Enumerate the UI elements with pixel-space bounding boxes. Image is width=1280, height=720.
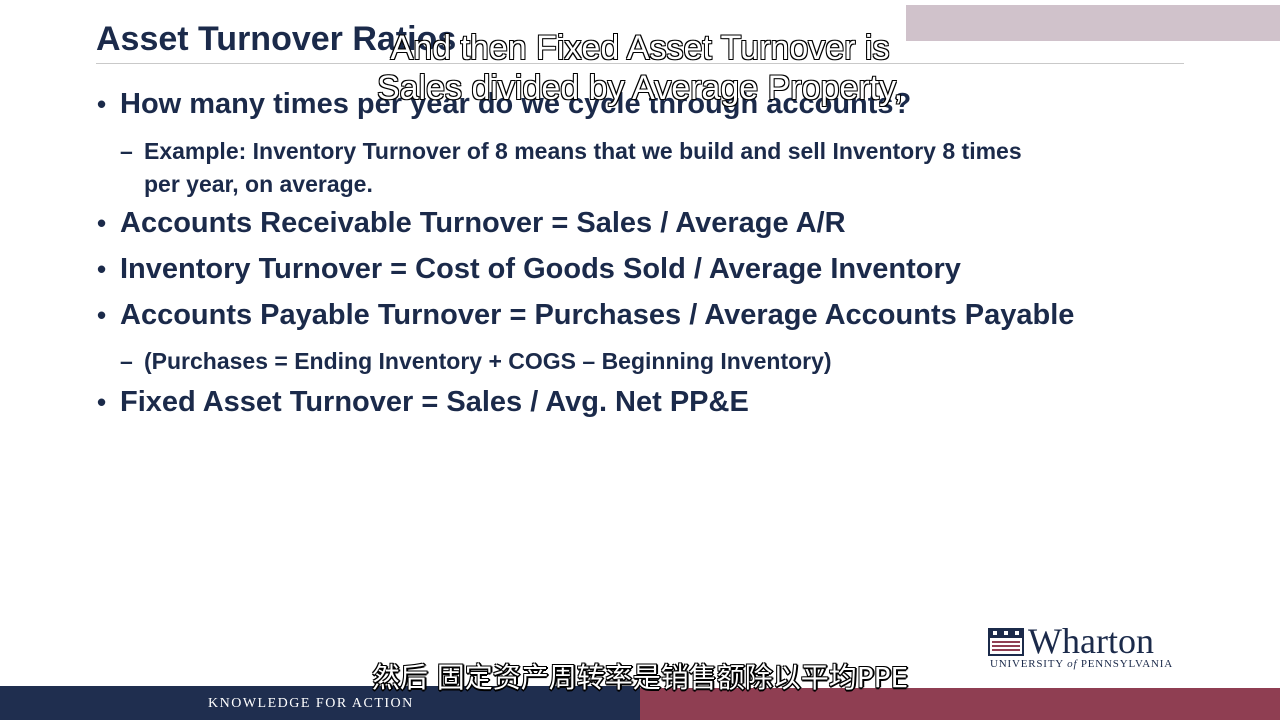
- bullet-ar-turnover: • Accounts Receivable Turnover = Sales / …: [97, 207, 846, 240]
- english-subtitle-line2: Sales divided by Average Property,: [376, 68, 904, 108]
- wharton-logo: Wharton UNIVERSITY of PENNSYLVANIA: [988, 621, 1193, 672]
- footer-navy-bar: [0, 686, 640, 720]
- bullet-marker: •: [97, 300, 107, 330]
- penn-shield-icon: [988, 628, 1024, 656]
- logo-wordmark: Wharton: [1028, 621, 1154, 661]
- bullet-marker: •: [97, 89, 107, 119]
- bullet-marker: •: [97, 387, 107, 417]
- english-subtitle: And then Fixed Asset Turnover is Sales d…: [0, 28, 1280, 108]
- sub-bullet-example: – Example: Inventory Turnover of 8 means …: [120, 135, 1022, 201]
- logo-university-suffix: PENNSYLVANIA: [1080, 658, 1173, 670]
- bullet-cycle-question: • How many times per year do we cycle thr…: [97, 88, 911, 121]
- bullet-text: How many times per year do we cycle thro…: [120, 88, 912, 120]
- sub-bullet-text-line1: (Purchases = Ending Inventory + COGS – B…: [144, 348, 832, 374]
- title-divider: [96, 63, 1184, 64]
- bullet-text: Accounts Payable Turnover = Purchases / …: [120, 299, 1075, 331]
- bullet-inventory-turnover: • Inventory Turnover = Cost of Goods Sold…: [97, 253, 961, 286]
- bullet-ap-turnover: • Accounts Payable Turnover = Purchases /…: [97, 299, 1074, 332]
- sub-bullet-marker: –: [120, 138, 133, 164]
- bullet-marker: •: [97, 254, 107, 284]
- bullet-text: Inventory Turnover = Cost of Goods Sold …: [120, 253, 961, 285]
- sub-bullet-text-line2: per year, on average.: [144, 171, 373, 197]
- logo-university-prefix: UNIVERSITY: [990, 658, 1064, 670]
- bullet-text: Accounts Receivable Turnover = Sales / A…: [120, 207, 846, 239]
- sub-bullet-text-line1: Example: Inventory Turnover of 8 means t…: [144, 138, 1022, 164]
- sub-bullet-purchases: – (Purchases = Ending Inventory + COGS – …: [120, 345, 832, 378]
- watermark-overlay: [906, 5, 1280, 41]
- footer-maroon-bar: [640, 688, 1280, 720]
- slide-title: Asset Turnover Ratios: [96, 20, 457, 58]
- chinese-subtitle: 然后 固定资产周转率是销售额除以平均PPE: [371, 661, 909, 694]
- bullet-marker: •: [97, 208, 107, 238]
- bullet-text: Fixed Asset Turnover = Sales / Avg. Net …: [120, 386, 749, 418]
- bullet-fixed-asset-turnover: • Fixed Asset Turnover = Sales / Avg. Net…: [97, 386, 749, 419]
- logo-university-of: of: [1067, 658, 1078, 670]
- logo-university: UNIVERSITY of PENNSYLVANIA: [990, 658, 1173, 670]
- sub-bullet-marker: –: [120, 348, 133, 374]
- english-subtitle-line1: And then Fixed Asset Turnover is: [390, 28, 890, 68]
- footer-tagline: KNOWLEDGE FOR ACTION: [208, 696, 414, 711]
